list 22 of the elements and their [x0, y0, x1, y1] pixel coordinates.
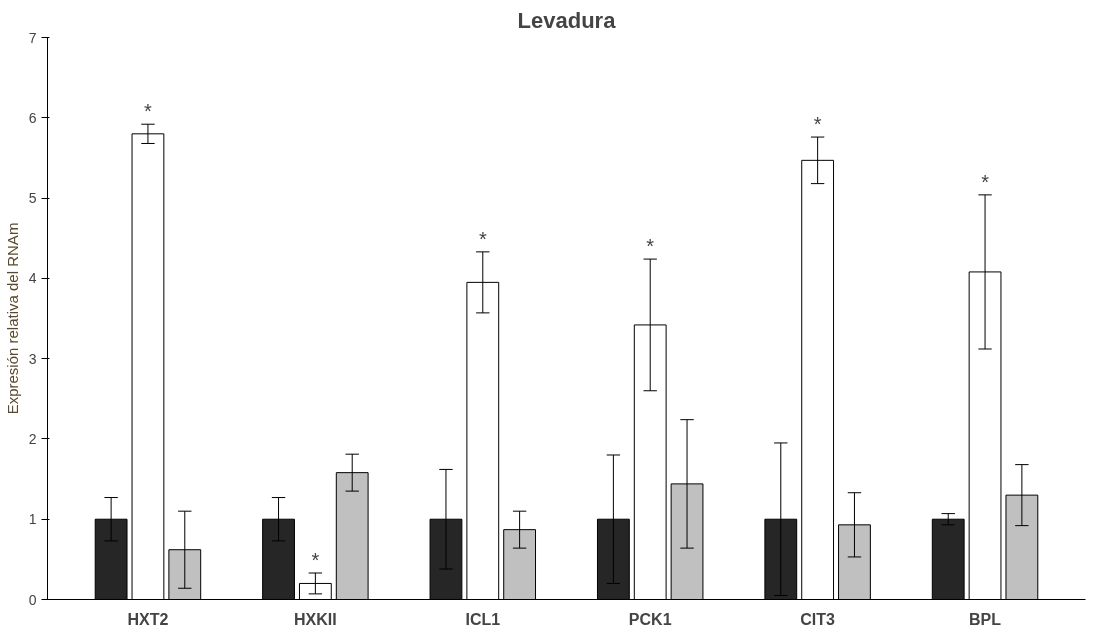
y-axis-title: Expresión relativa del RNAm [3, 222, 21, 415]
x-tick-label: CIT3 [800, 610, 836, 628]
y-tick-label: 3 [28, 350, 37, 367]
annotation: * [981, 170, 990, 193]
y-tick-label: 1 [28, 511, 37, 528]
x-tick-label: HXT2 [127, 610, 169, 628]
y-tick-label: 7 [28, 29, 37, 46]
chart-title: Levadura [517, 7, 617, 33]
x-tick-label: PCK1 [628, 610, 672, 628]
annotation: * [646, 235, 655, 258]
x-tick-label: HXKII [294, 610, 337, 628]
annotation: * [311, 549, 320, 572]
x-tick-label: BPL [969, 610, 1002, 628]
y-tick-label: 5 [28, 190, 37, 207]
y-tick-label: 6 [28, 109, 37, 126]
annotation: * [144, 100, 153, 123]
annotation: * [813, 113, 822, 136]
y-tick-label: 0 [28, 591, 37, 608]
x-tick-label: ICL1 [465, 610, 501, 628]
y-tick-label: 4 [28, 270, 37, 287]
annotation: * [478, 227, 487, 250]
y-tick-label: 2 [28, 430, 37, 447]
